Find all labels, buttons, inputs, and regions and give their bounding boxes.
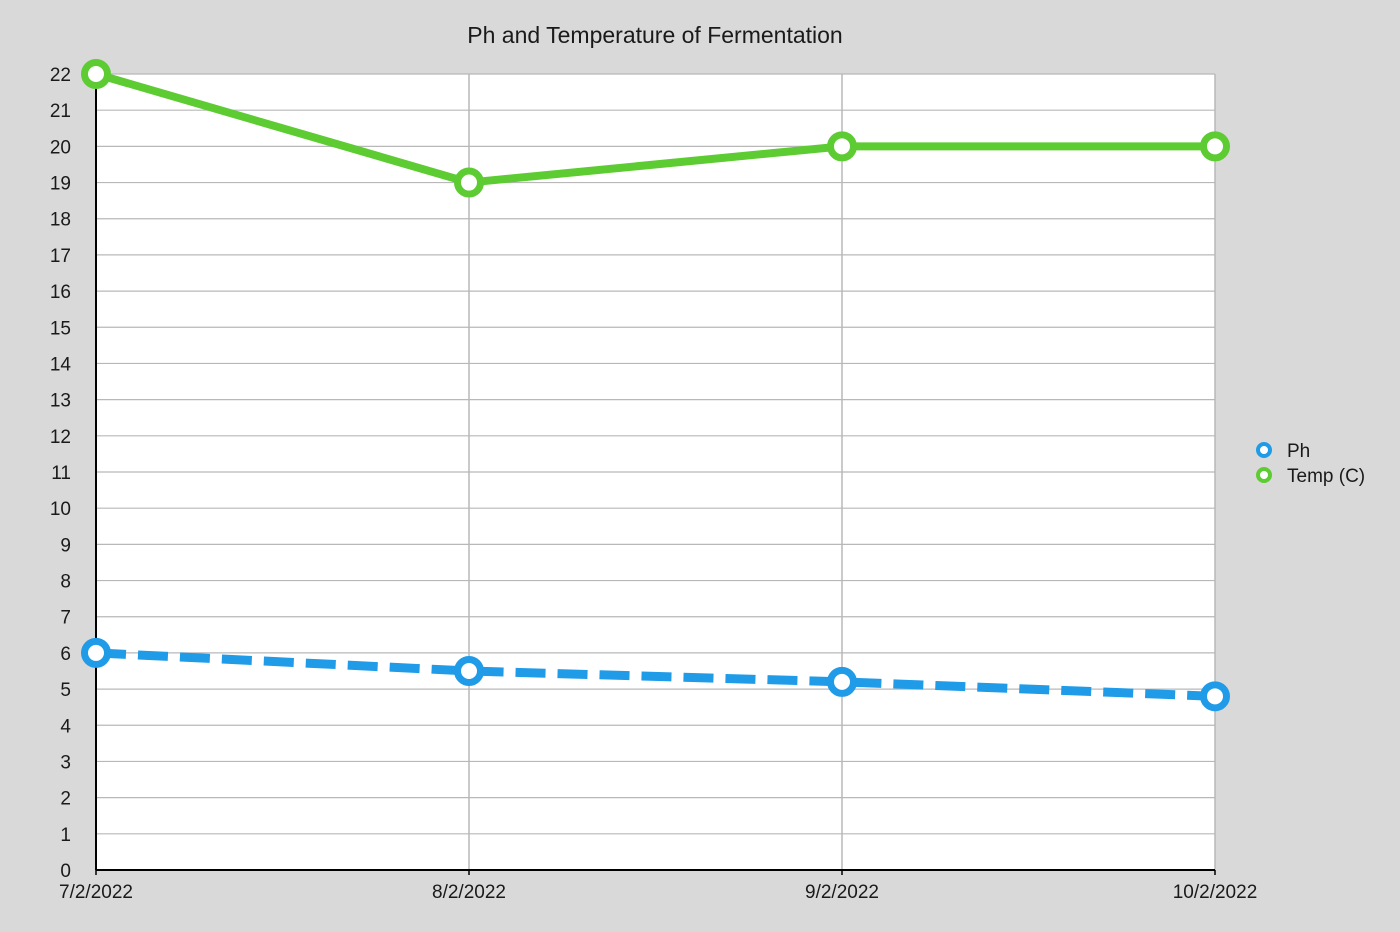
data-point[interactable] [1200,681,1230,712]
y-tick-label: 11 [51,463,71,484]
y-tick-label: 14 [50,354,72,375]
x-tick-label: 7/2/2022 [59,882,133,903]
series-line [95,648,1216,701]
data-point[interactable] [1200,131,1230,162]
y-tick-label: 5 [60,680,71,701]
y-tick-label: 16 [50,282,71,303]
series-line [94,70,1215,187]
y-tick-label: 9 [60,535,71,556]
data-point[interactable] [454,656,484,686]
y-tick-label: 18 [50,210,71,231]
y-tick-label: 0 [60,861,71,882]
y-tick-label: 13 [50,391,71,412]
data-point[interactable] [827,666,857,697]
y-tick-label: 21 [50,101,71,122]
chart-title: Ph and Temperature of Fermentation [467,22,842,48]
y-tick-label: 2 [60,789,71,810]
y-tick-label: 19 [50,174,71,195]
y-tick-label: 8 [60,572,71,593]
data-point[interactable] [454,167,484,198]
data-series [81,59,1230,712]
x-axis-tick-labels: 7/2/2022 8/2/2022 9/2/2022 10/2/2022 [59,870,1257,903]
series-temp-c [81,59,1230,198]
y-tick-label: 10 [50,499,71,520]
y-tick-label: 1 [60,825,71,846]
y-tick-label: 22 [50,65,71,86]
legend-marker [1256,467,1272,483]
legend[interactable]: Ph Temp (C) [1256,441,1365,487]
y-tick-label: 7 [60,608,71,629]
x-tick-label: 8/2/2022 [432,882,506,903]
y-tick-label: 4 [60,716,71,737]
axes [95,74,1215,871]
data-point[interactable] [827,131,857,162]
y-tick-label: 20 [50,137,71,158]
legend-marker [1256,442,1272,458]
x-tick-label: 9/2/2022 [805,882,879,903]
y-tick-label: 12 [50,427,71,448]
legend-item[interactable]: Ph [1256,441,1310,462]
y-tick-label: 3 [60,752,71,773]
data-point[interactable] [81,637,111,668]
x-tick-label: 10/2/2022 [1173,882,1258,903]
y-tick-label: 15 [50,318,71,339]
legend-label: Ph [1287,441,1310,462]
y-tick-label: 6 [60,644,71,665]
series-ph [81,637,1230,712]
legend-item[interactable]: Temp (C) [1256,466,1365,487]
data-point[interactable] [81,59,111,89]
legend-label: Temp (C) [1287,466,1365,487]
y-tick-label: 17 [50,246,71,267]
